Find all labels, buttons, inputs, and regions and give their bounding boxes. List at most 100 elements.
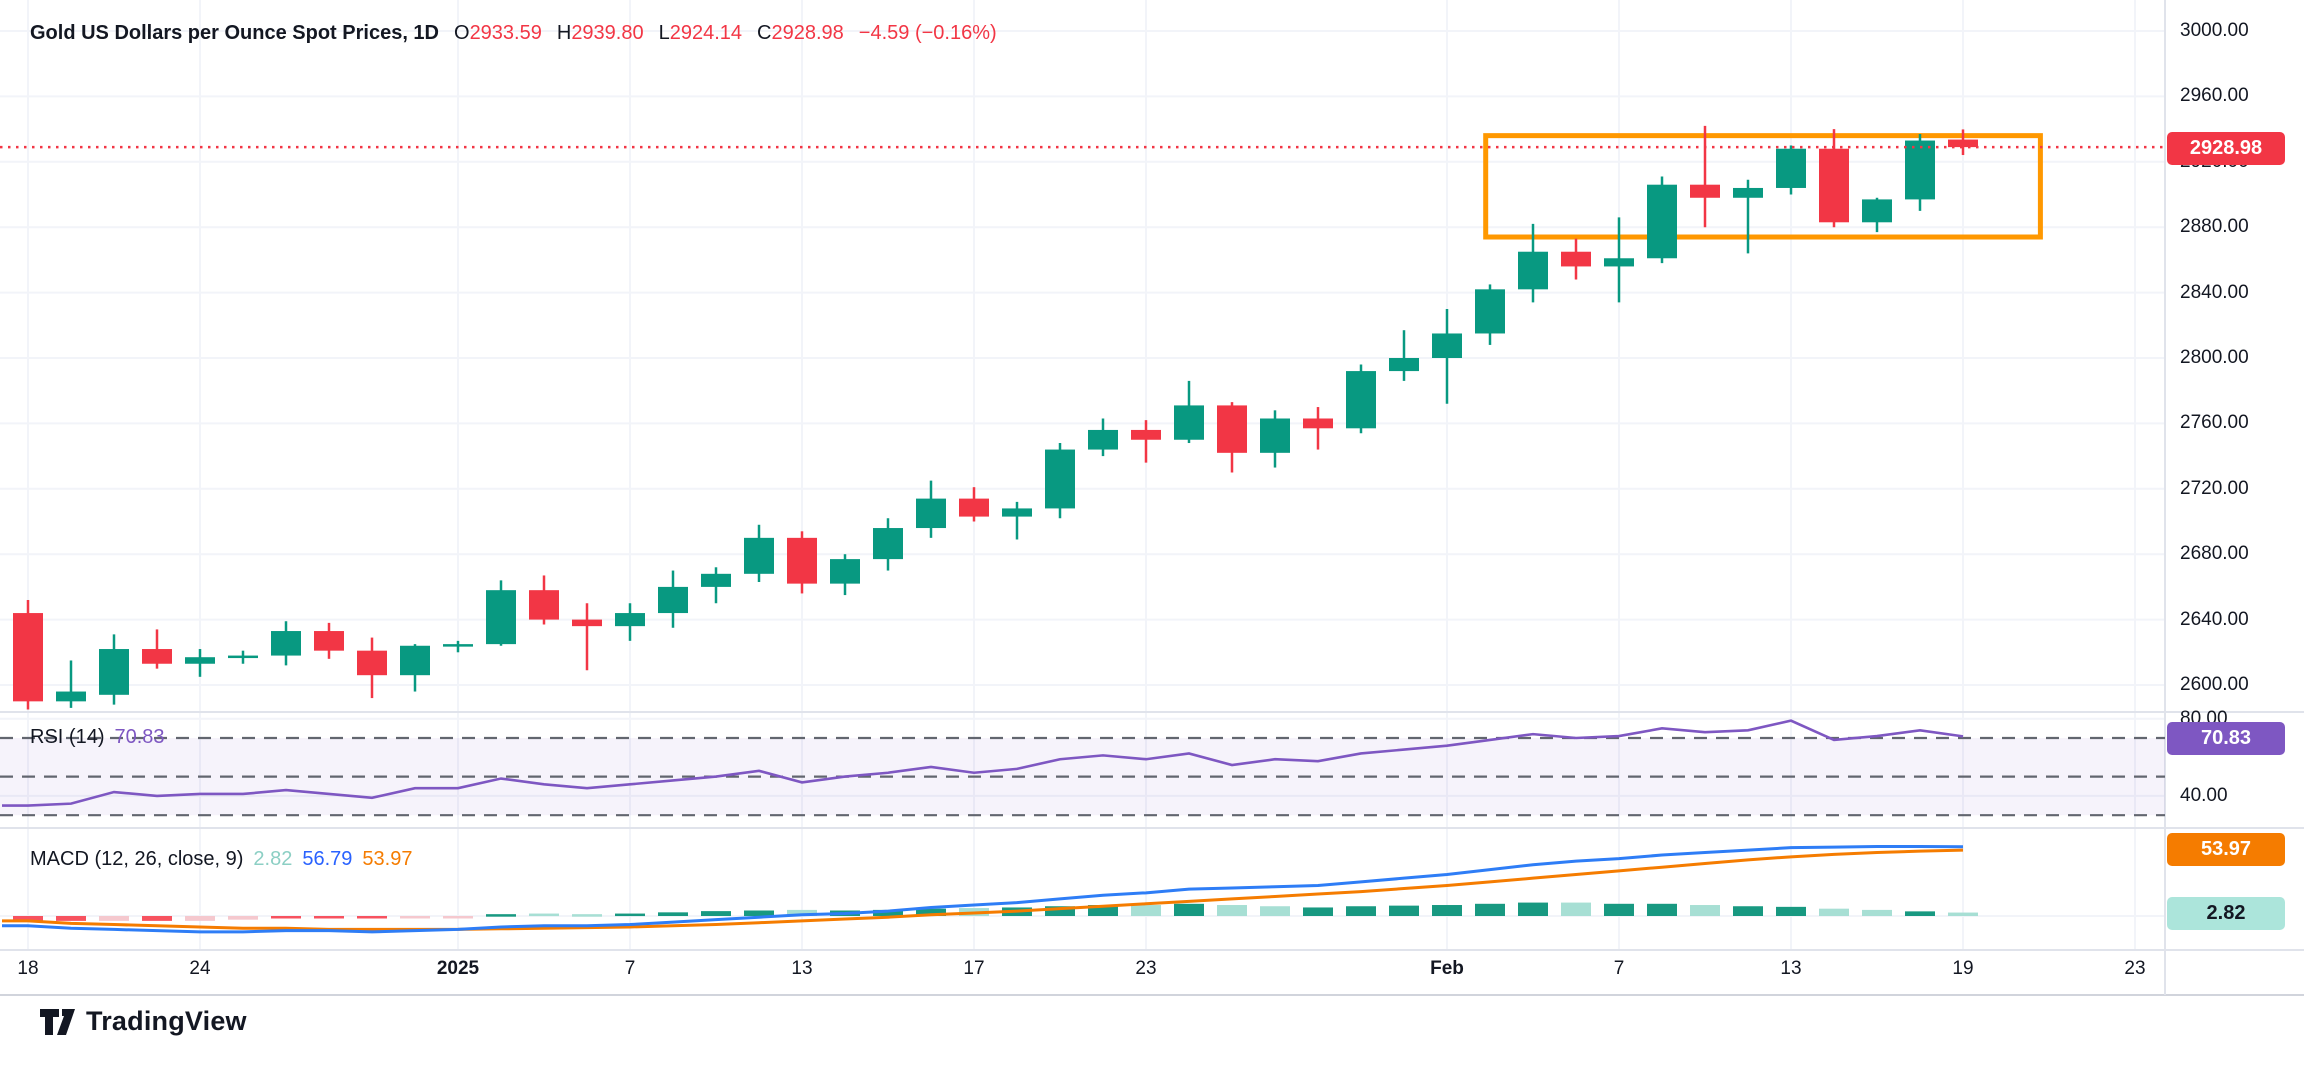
price-tick-label: 2880.00 xyxy=(2180,216,2249,238)
candle xyxy=(787,537,817,584)
macd-legend[interactable]: MACD (12, 26, close, 9) 2.82 56.79 53.97 xyxy=(30,848,412,871)
price-tick-label: 2960.00 xyxy=(2180,85,2249,107)
last-price-badge: 2928.98 xyxy=(2167,132,2285,165)
macd-histogram-bar xyxy=(271,916,301,919)
candle xyxy=(1346,371,1376,429)
price-tick-label: 2720.00 xyxy=(2180,477,2249,499)
macd-histogram-bar xyxy=(1733,906,1763,916)
brand-name: TradingView xyxy=(86,1006,247,1036)
macd-histogram-bar xyxy=(1389,905,1419,916)
rsi-tick-label: 40.00 xyxy=(2180,784,2228,806)
macd-histogram-bar xyxy=(1690,905,1720,916)
candle xyxy=(13,613,43,702)
macd-histogram-bar xyxy=(1217,905,1247,916)
macd-histogram-bar xyxy=(529,913,559,917)
candle xyxy=(959,498,989,517)
candle xyxy=(185,657,215,664)
time-tick-label: 23 xyxy=(1135,958,1157,979)
macd-histogram-bar xyxy=(744,910,774,916)
candle xyxy=(228,655,258,659)
time-tick-label: 19 xyxy=(1952,958,1974,979)
candle xyxy=(99,649,129,695)
macd-histogram-bar xyxy=(658,912,688,916)
time-tick-label: 7 xyxy=(1613,958,1625,979)
candle xyxy=(701,573,731,587)
candle xyxy=(443,644,473,647)
candle xyxy=(916,498,946,529)
ohlc-low: L2924.14 xyxy=(658,22,743,44)
candle xyxy=(873,528,903,560)
macd-histogram-bar xyxy=(572,914,602,917)
tradingview-logo[interactable]: TradingView xyxy=(40,1006,247,1037)
time-tick-label: 24 xyxy=(189,958,211,979)
macd-histogram-bar xyxy=(1045,906,1075,916)
candle xyxy=(1819,148,1849,223)
candle xyxy=(1647,184,1677,259)
candle xyxy=(1475,289,1505,334)
rsi-legend[interactable]: RSI (14) 70.83 xyxy=(30,726,165,749)
macd-histogram-bar xyxy=(1905,911,1935,916)
macd-histogram-bar xyxy=(1948,912,1978,916)
symbol-legend[interactable]: Gold US Dollars per Ounce Spot Prices, 1… xyxy=(30,22,997,45)
candle xyxy=(1948,139,1978,148)
macd-histogram-bar xyxy=(185,916,215,921)
consolidation-box xyxy=(1483,133,2043,240)
macd-name: MACD (12, 26, close, 9) xyxy=(30,848,244,870)
candle xyxy=(1088,429,1118,450)
macd-histogram-bar xyxy=(99,916,129,921)
ohlc-high: H2939.80 xyxy=(556,22,644,44)
candle xyxy=(357,650,387,676)
price-tick-label: 2760.00 xyxy=(2180,412,2249,434)
macd-histogram-bar xyxy=(1819,908,1849,916)
macd-histogram-bar xyxy=(1432,905,1462,916)
candle xyxy=(529,590,559,620)
ohlc-close: C2928.98 xyxy=(757,22,844,44)
macd-histogram-bar xyxy=(13,916,43,921)
time-tick-label: 18 xyxy=(17,958,39,979)
rsi-value: 70.83 xyxy=(114,726,165,748)
macd-histogram-bar xyxy=(1561,902,1591,916)
time-tick-label: 2025 xyxy=(436,958,480,979)
candle xyxy=(615,613,645,627)
candle xyxy=(56,691,86,702)
candle xyxy=(1174,405,1204,440)
macd-histogram-bar xyxy=(1346,906,1376,916)
candle xyxy=(1389,358,1419,372)
macd-histogram-bar xyxy=(142,916,172,921)
macd-histogram-bar xyxy=(916,908,946,916)
macd-histogram-bar xyxy=(486,914,516,917)
macd-histogram-bar xyxy=(873,909,903,916)
candle xyxy=(1260,418,1290,453)
macd-histogram-bar xyxy=(56,916,86,921)
price-tick-label: 3000.00 xyxy=(2180,20,2249,41)
rsi-value-badge: 70.83 xyxy=(2167,722,2285,755)
time-tick-label: 13 xyxy=(1780,958,1802,979)
macd-histogram-bar xyxy=(1647,903,1677,916)
candle xyxy=(1303,418,1333,429)
macd-histogram-bar xyxy=(615,913,645,917)
candle xyxy=(1002,508,1032,517)
macd-line-value: 56.79 xyxy=(302,848,353,870)
time-tick-label: 7 xyxy=(624,958,636,979)
macd-signal-badge: 53.97 xyxy=(2167,833,2285,866)
price-tick-label: 2840.00 xyxy=(2180,281,2249,303)
rsi-line xyxy=(2,719,1964,807)
macd-hist-value: 2.82 xyxy=(253,848,293,870)
macd-histogram-bar xyxy=(1260,906,1290,916)
macd-histogram-bar xyxy=(228,916,258,920)
price-tick-label: 2600.00 xyxy=(2180,674,2249,695)
candle xyxy=(1561,251,1591,267)
candle xyxy=(658,586,688,614)
macd-histogram-bar xyxy=(1518,902,1548,916)
candle xyxy=(1131,429,1161,440)
macd-histogram xyxy=(13,902,1978,921)
candle xyxy=(1604,258,1634,267)
macd-histogram-bar xyxy=(314,916,344,919)
macd-histogram-bar xyxy=(400,916,430,919)
candle xyxy=(142,649,172,664)
macd-signal-value: 53.97 xyxy=(362,848,413,870)
macd-histogram-bar xyxy=(1475,903,1505,916)
candle xyxy=(1518,251,1548,290)
macd-signal-line xyxy=(2,848,1964,931)
